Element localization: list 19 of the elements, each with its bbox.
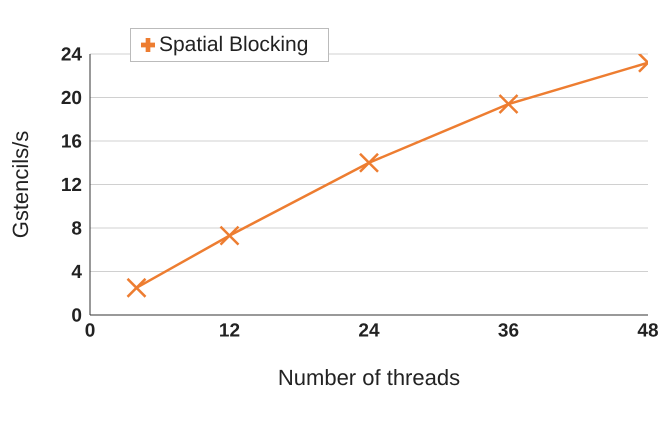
y-tick-label: 20 bbox=[60, 88, 82, 110]
y-tick-label: 24 bbox=[60, 44, 82, 66]
y-tick-label: 12 bbox=[60, 175, 82, 196]
point bbox=[498, 94, 519, 114]
point bbox=[358, 152, 380, 173]
point bbox=[126, 278, 147, 298]
y-tick-label: 8 bbox=[71, 218, 82, 240]
y-tick-label: 0 bbox=[71, 306, 82, 327]
x-tick-label: 36 bbox=[498, 320, 520, 342]
y-axis-title: Gstencils/s bbox=[8, 130, 33, 238]
x-tick-label: 12 bbox=[218, 320, 240, 342]
y-tick-label: 16 bbox=[60, 132, 82, 153]
x-axis-title: Number of threads bbox=[278, 365, 460, 390]
x-tick-label: 24 bbox=[358, 320, 380, 342]
point bbox=[219, 225, 240, 246]
x-tick-label: 48 bbox=[637, 320, 659, 342]
y-tick-label: 4 bbox=[71, 262, 82, 284]
legend-label: Spatial Blocking bbox=[159, 33, 308, 56]
x-tick-label: 0 bbox=[84, 320, 96, 342]
